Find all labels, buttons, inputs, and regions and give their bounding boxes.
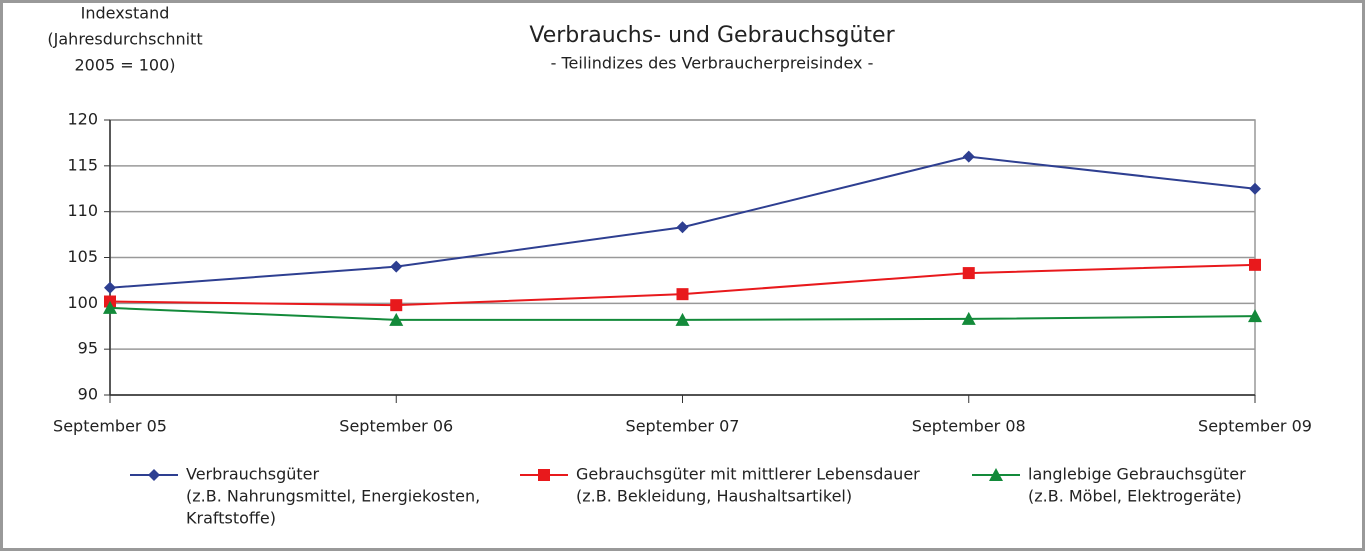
legend-note: (z.B. Möbel, Elektrogeräte)	[1028, 487, 1242, 506]
marker	[103, 300, 117, 314]
marker	[962, 150, 975, 163]
marker	[676, 288, 689, 301]
marker	[104, 281, 116, 294]
marker	[989, 468, 1003, 481]
y-tick-label: 105	[67, 247, 98, 266]
marker	[148, 469, 160, 481]
chart-title: Verbrauchs- und Gebrauchsgüter	[529, 23, 895, 48]
y-tick-label: 115	[67, 155, 98, 174]
marker	[676, 221, 689, 234]
y-tick-label: 120	[67, 110, 98, 129]
legend-note: Kraftstoffe)	[186, 509, 276, 528]
y-axis-label: (Jahresdurchschnitt	[47, 30, 202, 49]
marker	[390, 299, 403, 312]
y-tick-label: 95	[78, 339, 98, 358]
marker	[675, 312, 690, 326]
x-tick-label: September 09	[1198, 417, 1312, 436]
y-axis-label: 2005 = 100)	[74, 56, 175, 75]
y-tick-label: 110	[67, 201, 98, 220]
legend-label: langlebige Gebrauchsgüter	[1028, 465, 1246, 484]
x-tick-label: September 07	[626, 417, 740, 436]
y-tick-label: 100	[67, 293, 98, 312]
legend-label: Verbrauchsgüter	[186, 465, 319, 484]
marker	[1249, 182, 1261, 195]
marker	[390, 260, 403, 273]
marker	[961, 311, 976, 325]
marker	[962, 267, 975, 280]
marker	[538, 469, 550, 481]
legend-note: (z.B. Nahrungsmittel, Energiekosten,	[186, 487, 480, 506]
marker	[1248, 309, 1262, 323]
y-axis-label: Indexstand	[81, 4, 170, 23]
legend-note: (z.B. Bekleidung, Haushaltsartikel)	[576, 487, 852, 506]
marker	[389, 312, 404, 326]
x-tick-label: September 08	[912, 417, 1026, 436]
x-tick-label: September 06	[339, 417, 453, 436]
legend-label: Gebrauchsgüter mit mittlerer Lebensdauer	[576, 465, 920, 484]
x-tick-label: September 05	[53, 417, 167, 436]
chart-subtitle: - Teilindizes des Verbraucherpreisindex …	[551, 54, 874, 73]
y-tick-label: 90	[78, 385, 98, 404]
marker	[1249, 258, 1261, 271]
